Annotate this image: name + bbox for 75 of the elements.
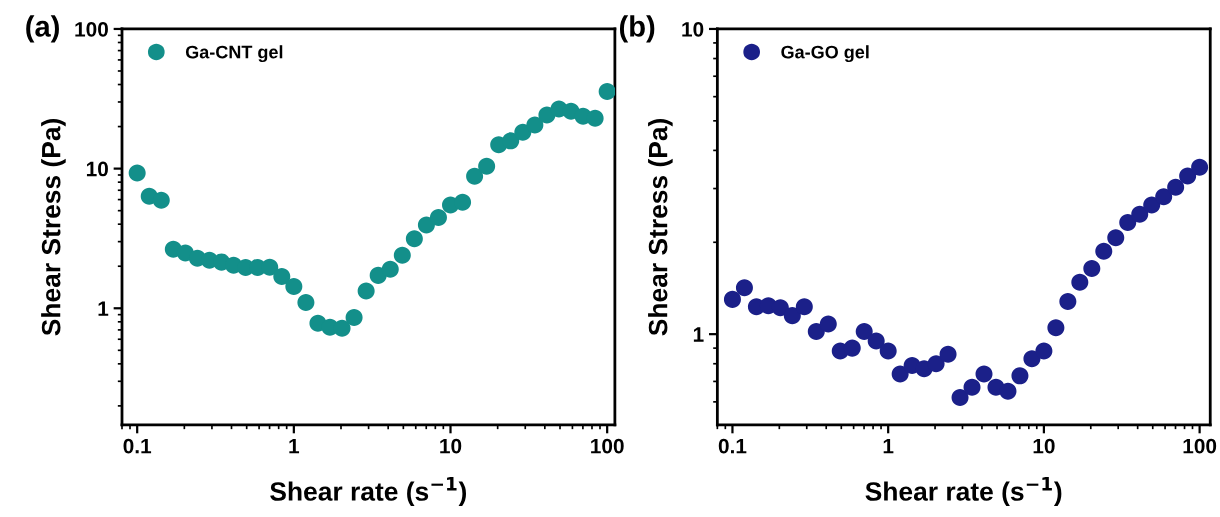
point (1095, 242, 1113, 260)
y-axis-title: Shear Stress (Pa) (41, 119, 66, 336)
x-tick-label: 0.1 (718, 438, 747, 454)
x-axis-title: Shear rate (s$^{−1}$) (865, 477, 1062, 507)
point (357, 282, 375, 300)
point (1143, 196, 1161, 214)
point (285, 278, 303, 296)
point (1035, 342, 1053, 360)
point (1023, 350, 1041, 368)
legend-label: Ga-CNT gel (185, 45, 283, 63)
point (951, 389, 969, 407)
point (999, 382, 1017, 400)
point (261, 258, 279, 276)
x-axis-title: Shear rate (s$^{−1}$) (270, 477, 467, 507)
point (819, 315, 837, 333)
point (795, 298, 813, 316)
point (393, 246, 411, 264)
point (879, 342, 897, 360)
x-tick-label: 100 (1183, 438, 1217, 454)
point (867, 332, 885, 350)
point (1119, 214, 1137, 232)
point (891, 365, 909, 383)
x-tick-label: 1 (883, 438, 894, 454)
point (417, 216, 435, 234)
point (345, 308, 363, 326)
y-tick-label: 1 (98, 301, 109, 316)
point (128, 164, 146, 182)
point (1107, 229, 1125, 247)
point (1011, 367, 1029, 385)
point (963, 378, 981, 396)
point (514, 123, 532, 141)
x-tick-label: 10 (1033, 438, 1055, 454)
point (723, 290, 741, 308)
point (807, 323, 825, 341)
point (586, 109, 604, 127)
point (502, 132, 520, 150)
point (927, 355, 945, 373)
point (526, 116, 544, 134)
point (843, 339, 861, 357)
point (1083, 260, 1101, 278)
point (466, 167, 484, 185)
point (1191, 158, 1209, 176)
point (333, 319, 351, 337)
point (939, 345, 957, 363)
point (1071, 273, 1089, 291)
point (1155, 188, 1173, 206)
point (783, 307, 801, 325)
x-tick-label: 0.1 (123, 438, 152, 454)
text: (a) (26, 15, 59, 43)
y-tick-label: 10 (86, 161, 108, 177)
point (771, 299, 789, 317)
point (598, 82, 615, 100)
text: (b) (619, 15, 655, 43)
x-tick-label: 1 (289, 438, 300, 454)
point (297, 293, 315, 311)
point (478, 157, 496, 175)
point (454, 193, 472, 211)
point (735, 279, 753, 297)
x-tick-label: 10 (440, 438, 462, 454)
point (152, 191, 170, 209)
point (273, 267, 291, 285)
point (1059, 292, 1077, 310)
point (1047, 319, 1065, 337)
y-tick-label: 100 (75, 21, 108, 37)
point (1131, 205, 1149, 223)
point (855, 323, 873, 341)
point (381, 260, 399, 278)
x-tick-label: 100 (591, 438, 624, 454)
legend-label: Ga-GO gel (781, 45, 869, 63)
point (1179, 167, 1197, 185)
point (405, 230, 423, 248)
point (429, 208, 447, 226)
point (975, 365, 993, 383)
y-axis-title: Shear Stress (Pa) (648, 119, 673, 336)
point (1167, 178, 1185, 196)
